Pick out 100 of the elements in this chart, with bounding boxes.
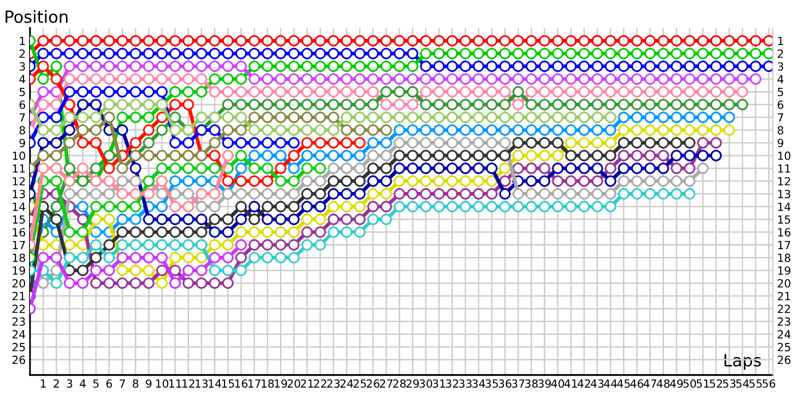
point — [684, 48, 696, 60]
point — [222, 264, 234, 276]
point — [156, 35, 168, 46]
point — [209, 264, 220, 276]
point — [460, 86, 472, 98]
point — [130, 188, 142, 200]
point — [658, 137, 669, 149]
point — [262, 150, 274, 162]
point — [499, 124, 511, 136]
point — [367, 35, 379, 46]
point — [314, 124, 326, 136]
point — [37, 48, 49, 60]
point — [64, 112, 76, 123]
point — [670, 124, 682, 136]
point — [526, 98, 538, 110]
y-tick-label: 16 — [12, 228, 26, 236]
point — [50, 175, 62, 187]
point — [90, 112, 102, 123]
point — [618, 137, 630, 149]
point — [64, 86, 76, 98]
point — [301, 175, 313, 187]
point — [130, 48, 142, 60]
point — [288, 214, 300, 226]
point — [565, 150, 577, 162]
point — [736, 35, 748, 46]
point — [538, 162, 550, 174]
x-tick-label: 22 — [314, 379, 326, 388]
point — [103, 98, 115, 110]
point — [262, 188, 274, 200]
point — [209, 226, 220, 238]
point — [274, 175, 286, 187]
point — [143, 214, 154, 226]
point — [90, 239, 102, 251]
point — [499, 137, 511, 149]
point — [235, 264, 247, 276]
point — [314, 162, 326, 174]
point — [460, 48, 472, 60]
point — [578, 175, 590, 187]
point — [631, 175, 643, 187]
point — [644, 162, 656, 174]
point — [235, 226, 247, 238]
y-tick-label: 7 — [20, 113, 25, 122]
point — [644, 48, 656, 60]
point — [472, 60, 484, 72]
point — [37, 124, 49, 136]
point — [526, 162, 538, 174]
point — [552, 124, 564, 136]
point — [328, 86, 340, 98]
point — [367, 150, 379, 162]
point — [724, 73, 735, 85]
point — [248, 35, 260, 46]
point — [328, 73, 340, 85]
point — [182, 277, 194, 289]
point — [156, 200, 168, 212]
point — [750, 35, 762, 46]
point — [670, 175, 682, 187]
x-tick-label: 55 — [749, 380, 762, 388]
point — [604, 162, 616, 174]
point — [512, 150, 524, 162]
point — [446, 150, 458, 162]
point — [143, 112, 154, 123]
point — [724, 124, 735, 136]
point — [50, 35, 62, 46]
point — [644, 150, 656, 162]
point — [420, 60, 432, 72]
point — [512, 86, 524, 98]
x-tick-label: 19 — [274, 379, 287, 388]
point — [116, 277, 128, 289]
point — [222, 48, 234, 60]
x-tick-label: 16 — [235, 379, 248, 388]
point — [222, 112, 234, 123]
point — [499, 98, 511, 110]
point — [209, 214, 220, 226]
point — [406, 73, 418, 85]
point — [354, 48, 366, 60]
point — [367, 188, 379, 200]
point — [367, 86, 379, 98]
point — [340, 86, 352, 98]
point — [380, 137, 392, 149]
point — [565, 137, 577, 149]
point — [116, 73, 128, 85]
point — [328, 98, 340, 110]
x-tick-label: 20 — [288, 379, 300, 388]
point — [354, 226, 366, 238]
point — [618, 150, 630, 162]
y2-tick-label: 21 — [778, 292, 790, 300]
point — [50, 214, 62, 226]
y2-tick-label: 7 — [778, 113, 784, 122]
point — [248, 112, 260, 123]
x-tick-label: 37 — [512, 379, 524, 388]
point — [274, 150, 286, 162]
y2-tick-label: 16 — [778, 228, 790, 236]
point — [736, 48, 748, 60]
point — [50, 98, 62, 110]
point — [420, 124, 432, 136]
point — [64, 48, 76, 60]
point — [538, 60, 550, 72]
point — [380, 60, 392, 72]
point — [486, 150, 498, 162]
point — [592, 150, 604, 162]
